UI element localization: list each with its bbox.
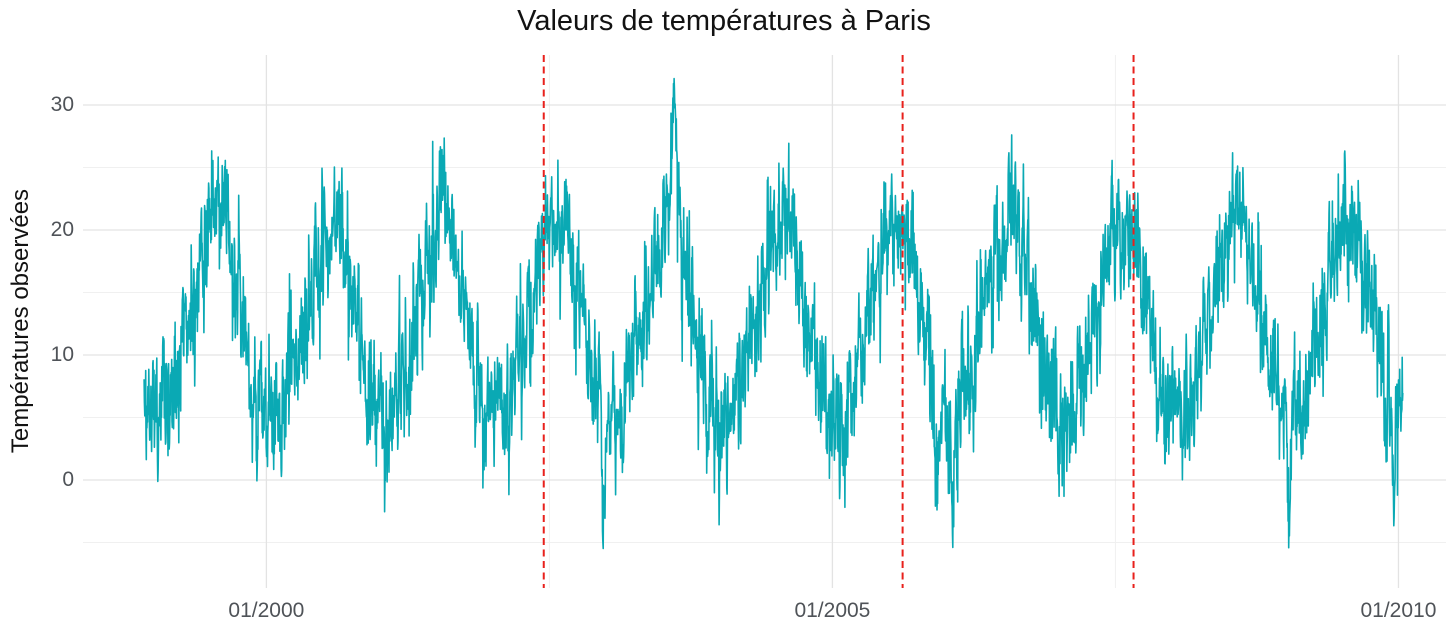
temperature-line: [143, 77, 1404, 550]
x-tick-label: 01/2005: [794, 599, 871, 622]
chart-title: Valeurs de températures à Paris: [517, 5, 931, 37]
x-tick-label: 01/2000: [228, 599, 305, 622]
changepoint-vlines: [542, 55, 1135, 588]
y-tick-label: 10: [50, 343, 74, 366]
y-tick-label: 0: [62, 468, 74, 491]
y-tick-label: 30: [50, 93, 74, 116]
y-tick-label: 20: [50, 218, 74, 241]
temperature-series: [143, 77, 1404, 550]
x-tick-label: 01/2010: [1360, 599, 1437, 622]
